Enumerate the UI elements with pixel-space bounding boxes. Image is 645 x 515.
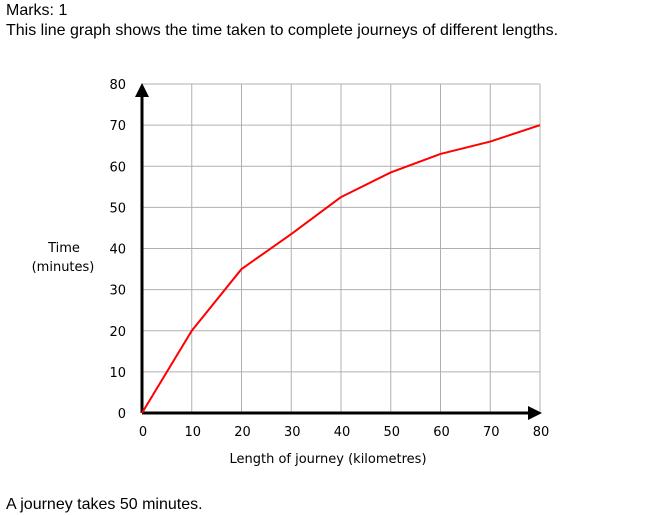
y-tick-label: 20: [109, 325, 126, 340]
y-tick-labels: 0 10 20 30 40 50 60 70 80: [109, 78, 126, 422]
chart-axes: [135, 83, 542, 420]
y-axis-title-line1: Time: [47, 241, 80, 256]
x-tick-labels: 0 10 20 30 40 50 60 70 80: [139, 425, 549, 440]
marks-label: Marks: 1: [6, 2, 68, 19]
x-tick-label: 30: [284, 425, 301, 440]
y-tick-label: 60: [109, 160, 126, 175]
question-text: This line graph shows the time taken to …: [6, 22, 559, 39]
y-tick-label: 10: [109, 366, 126, 381]
x-tick-label: 0: [139, 425, 147, 440]
x-tick-label: 60: [433, 425, 450, 440]
x-tick-label: 20: [234, 425, 251, 440]
chart-series: [141, 124, 541, 414]
y-tick-label: 0: [118, 407, 126, 422]
x-tick-label: 40: [334, 425, 351, 440]
x-tick-label: 50: [383, 425, 400, 440]
x-tick-label: 80: [533, 425, 550, 440]
chart-grid: [142, 83, 541, 413]
x-axis-arrow: [528, 406, 542, 420]
y-tick-label: 50: [109, 201, 126, 216]
y-tick-label: 30: [109, 284, 126, 299]
x-tick-label: 10: [184, 425, 201, 440]
y-tick-label: 40: [109, 243, 126, 258]
y-axis-title-line2: (minutes): [32, 260, 95, 275]
series-line: [141, 124, 541, 414]
x-tick-label: 70: [483, 425, 500, 440]
y-tick-label: 80: [109, 78, 126, 93]
y-axis-arrow: [135, 83, 149, 97]
x-axis-title: Length of journey (kilometres): [229, 452, 426, 467]
footer-text: A journey takes 50 minutes.: [6, 496, 203, 513]
y-tick-label: 70: [109, 119, 126, 134]
line-chart: 0 10 20 30 40 50 60 70 80 0 10 20 30 40 50 60 70 80 Leng…: [32, 78, 550, 467]
